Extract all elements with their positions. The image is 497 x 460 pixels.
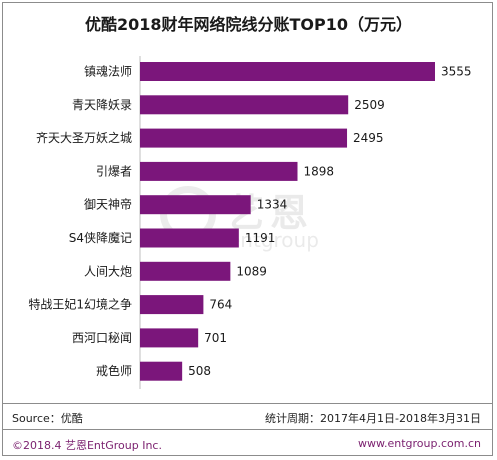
chart-title: 优酷2018财年网络院线分账TOP10（万元） — [84, 15, 413, 34]
bar — [140, 62, 435, 81]
source-text: Source：优酷 — [12, 412, 83, 425]
category-label: 引爆者 — [96, 164, 132, 178]
bar — [140, 361, 183, 381]
category-label: 戒色师 — [96, 364, 132, 378]
data-label: 1898 — [303, 164, 334, 178]
footer-divider — [2, 403, 493, 404]
data-label: 764 — [209, 298, 232, 312]
data-label: 3555 — [441, 65, 472, 79]
bar — [140, 295, 204, 315]
category-label: S4侠降魔记 — [69, 230, 132, 245]
copyright-text: ©2018.4 艺恩EntGroup Inc. — [12, 439, 162, 452]
category-label: 西河口秘闻 — [72, 331, 132, 345]
category-label: 御天神帝 — [84, 197, 132, 212]
data-label: 701 — [204, 331, 227, 345]
category-label: 镇魂法师 — [84, 64, 132, 79]
category-label: 青天降妖录 — [72, 98, 132, 112]
category-label: 齐天大圣万妖之城 — [36, 130, 132, 145]
bar — [140, 95, 349, 115]
data-label: 1191 — [245, 231, 276, 245]
bar — [140, 261, 231, 281]
data-label: 1089 — [236, 264, 267, 278]
data-label: 1334 — [257, 198, 288, 212]
category-label: 特战王妃1幻境之争 — [28, 297, 132, 312]
bar — [140, 195, 251, 215]
data-label: 2509 — [354, 98, 385, 112]
data-label: 508 — [188, 364, 211, 378]
data-label: 2495 — [353, 131, 384, 145]
bar — [140, 328, 199, 348]
bar — [140, 128, 348, 148]
category-label: 人间大炮 — [84, 264, 132, 278]
footer-divider-2 — [2, 429, 493, 430]
bar — [140, 228, 239, 248]
bar — [140, 161, 298, 181]
website-link[interactable]: www.entgroup.com.cn — [358, 437, 481, 450]
period-text: 统计周期：2017年4月1日-2018年3月31日 — [265, 412, 481, 425]
